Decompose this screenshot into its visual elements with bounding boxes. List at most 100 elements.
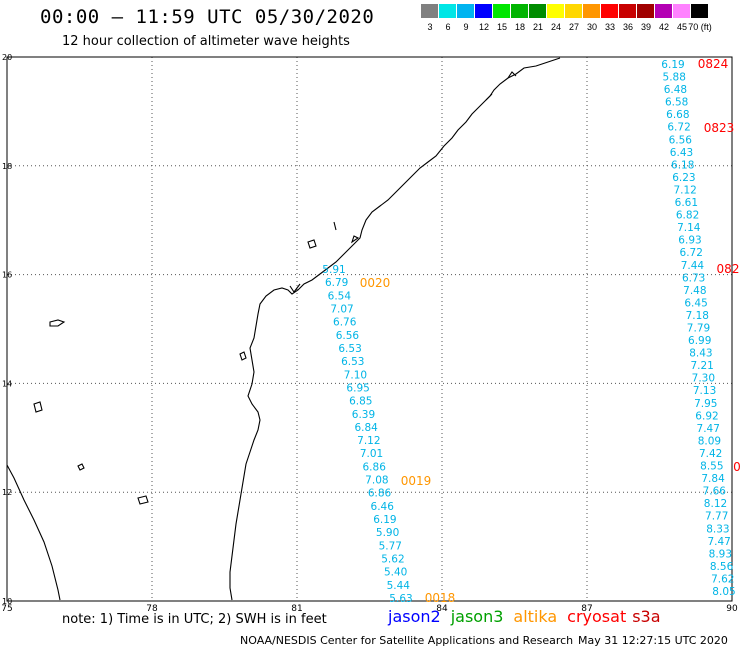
island-7: [333, 221, 337, 231]
swh-value: 5.44: [387, 580, 411, 592]
scale-cell: 12: [475, 4, 493, 32]
island-4: [137, 495, 149, 505]
scale-cell: 42: [655, 4, 673, 32]
swh-value: 6.85: [349, 396, 372, 408]
y-tick-label: 16: [2, 271, 12, 280]
scale-label: 24: [550, 22, 561, 32]
coastline: [6, 57, 561, 601]
scale-cell: 3: [421, 4, 439, 32]
swh-value: 6.58: [665, 97, 688, 109]
pass-time-label: 0824: [698, 57, 729, 71]
scale-label: 9: [463, 22, 469, 32]
swh-value: 7.14: [677, 222, 701, 234]
swh-value: 7.10: [344, 369, 367, 381]
mission-legend: jason2 jason3 altika cryosat s3a: [388, 607, 671, 626]
mahanadi-delta: [289, 71, 517, 293]
legend-altika: altika: [513, 607, 558, 626]
scale-cell: 70 (ft): [688, 4, 712, 32]
swh-value: 8.93: [709, 548, 732, 560]
scale-cell: 36: [619, 4, 637, 32]
swh-value: 8.05: [712, 586, 735, 598]
scale-cell: 21: [529, 4, 547, 32]
scale-cell: 39: [637, 4, 655, 32]
swh-value: 7.08: [365, 475, 388, 487]
swh-value: 6.82: [676, 210, 699, 222]
swh-value: 7.30: [692, 373, 715, 385]
graticule-grid: [7, 57, 732, 601]
map-frame: [6, 56, 733, 602]
scale-label: 45: [676, 22, 687, 32]
swh-value: 7.21: [690, 360, 713, 372]
pass-time-label: 0018: [425, 591, 456, 605]
x-tick-label: 78: [146, 604, 158, 614]
scale-cell: 15: [493, 4, 511, 32]
scale-swatch: [637, 4, 655, 18]
swh-value: 6.79: [325, 277, 348, 289]
pass-time-label: 082: [717, 262, 740, 276]
swh-value: 6.99: [688, 335, 711, 347]
swh-value: 7.79: [687, 323, 710, 335]
scale-swatch: [691, 4, 709, 18]
swh-value: 6.76: [333, 317, 357, 329]
sri-lanka-west: [6, 464, 61, 601]
swh-value: 8.12: [704, 498, 727, 510]
scale-label: 30: [586, 22, 597, 32]
swh-value: 6.39: [352, 409, 375, 421]
map-title: 00:00 — 11:59 UTC 05/30/2020: [40, 6, 375, 28]
swh-value: 8.09: [698, 435, 721, 447]
legend-cryosat: cryosat: [567, 607, 627, 626]
swh-value: 7.47: [707, 536, 730, 548]
scale-label: 3: [427, 22, 433, 32]
island-6: [307, 239, 317, 249]
island-1: [49, 319, 66, 327]
scale-swatch: [601, 4, 619, 18]
swh-value: 8.55: [700, 461, 723, 473]
swh-value: 6.95: [346, 382, 369, 394]
swh-value: 7.77: [705, 511, 728, 523]
scale-cell: 27: [565, 4, 583, 32]
swh-value: 6.84: [354, 422, 378, 434]
scale-swatch: [439, 4, 457, 18]
swh-value: 7.48: [683, 285, 706, 297]
scale-label: 12: [478, 22, 489, 32]
scale-label: 70 (ft): [688, 22, 712, 32]
swh-value: 5.90: [376, 527, 399, 539]
scale-label: 15: [496, 22, 507, 32]
credit-line: NOAA/NESDIS Center for Satellite Applica…: [240, 634, 574, 647]
swh-value: 6.53: [338, 343, 361, 355]
scale-label: 21: [532, 22, 543, 32]
legend-jason2: jason2: [388, 607, 441, 626]
swh-value: 6.86: [363, 461, 387, 473]
altimeter-track-b: 6.195.886.486.586.686.726.566.436.186.23…: [661, 57, 740, 598]
swh-value: 7.47: [697, 423, 720, 435]
scale-swatch: [619, 4, 637, 18]
island-3: [77, 463, 85, 471]
x-tick-label: 81: [291, 604, 302, 614]
scale-cell: 9: [457, 4, 475, 32]
scale-label: 42: [658, 22, 669, 32]
x-tick-label: 84: [436, 604, 448, 614]
generation-timestamp: May 31 12:27:15 UTC 2020: [578, 634, 728, 647]
india-east-coast: [229, 57, 561, 601]
pass-time-label: 0: [733, 460, 740, 474]
swh-value: 6.61: [675, 197, 698, 209]
swh-value: 6.72: [667, 122, 690, 134]
y-tick-label: 10: [2, 597, 12, 606]
swh-value: 6.93: [678, 235, 701, 247]
swh-value: 8.33: [706, 523, 729, 535]
scale-label: 36: [622, 22, 633, 32]
scale-cell: 45: [673, 4, 691, 32]
swh-value: 5.62: [381, 554, 404, 566]
swh-value: 6.73: [682, 272, 705, 284]
scale-swatch: [565, 4, 583, 18]
swh-value: 7.62: [711, 573, 734, 585]
y-tick-label: 20: [2, 53, 12, 62]
swh-value: 5.40: [384, 567, 407, 579]
swh-value: 6.19: [373, 514, 396, 526]
swh-value: 6.19: [661, 59, 684, 71]
scale-cell: 24: [547, 4, 565, 32]
swh-value: 6.56: [669, 134, 693, 146]
chilika-lake: [350, 235, 360, 244]
swh-value: 7.18: [686, 310, 709, 322]
island-5: [239, 351, 247, 361]
